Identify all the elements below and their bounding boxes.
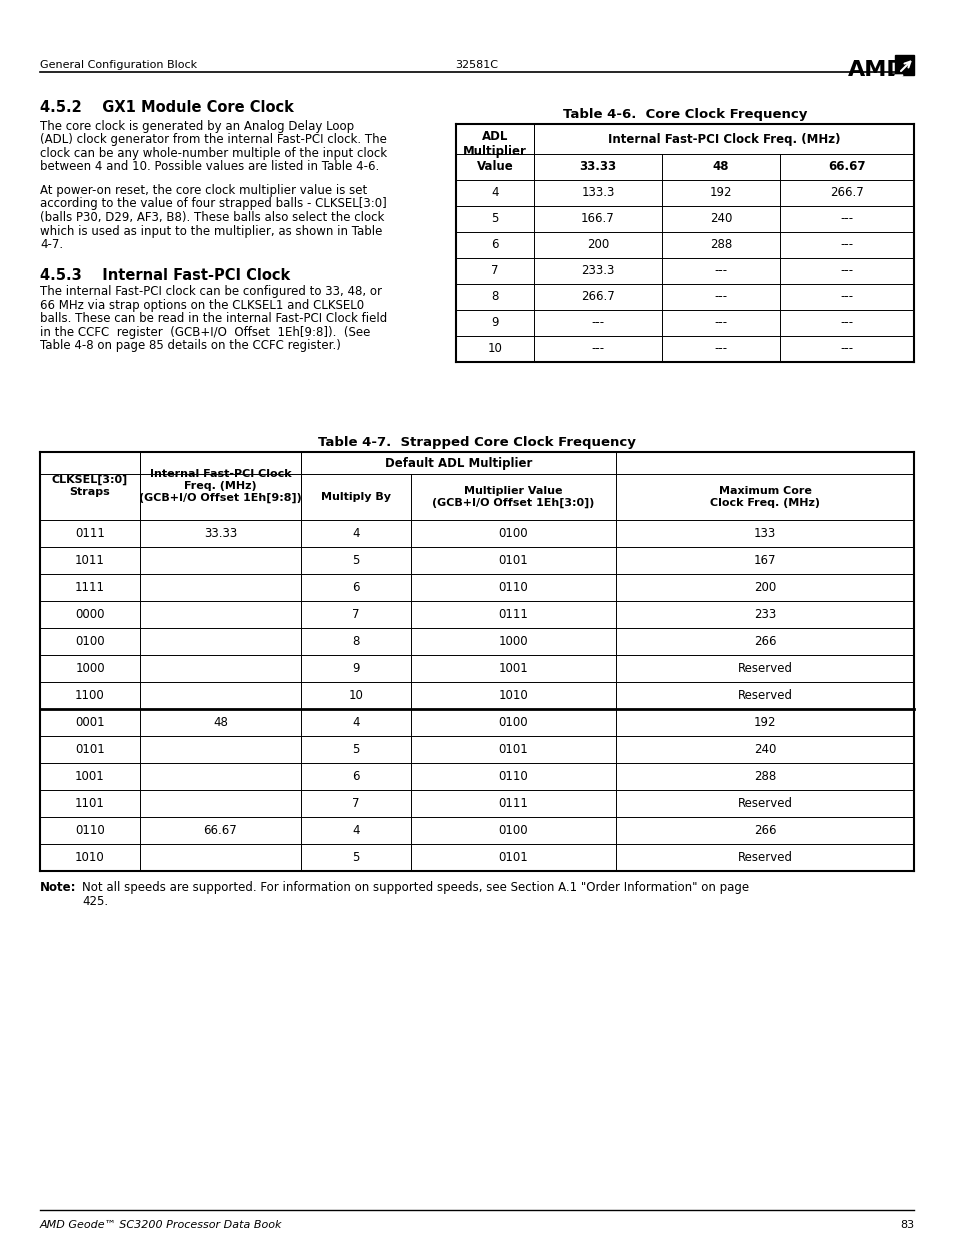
Text: in the CCFC  register  (GCB+I/O  Offset  1Eh[9:8]).  (See: in the CCFC register (GCB+I/O Offset 1Eh… bbox=[40, 326, 370, 338]
Text: ---: --- bbox=[714, 342, 727, 356]
Text: 0100: 0100 bbox=[498, 527, 528, 540]
Text: Reserved: Reserved bbox=[737, 689, 792, 701]
Text: ---: --- bbox=[714, 316, 727, 330]
Text: 1010: 1010 bbox=[498, 689, 528, 701]
Text: 6: 6 bbox=[491, 238, 498, 252]
Text: 288: 288 bbox=[753, 769, 776, 783]
Text: 1101: 1101 bbox=[75, 797, 105, 810]
Text: Reserved: Reserved bbox=[737, 851, 792, 864]
Text: 425.: 425. bbox=[82, 895, 108, 908]
Text: 240: 240 bbox=[753, 743, 776, 756]
Text: between 4 and 10. Possible values are listed in Table 4-6.: between 4 and 10. Possible values are li… bbox=[40, 161, 379, 173]
Text: 8: 8 bbox=[491, 290, 498, 304]
Text: (ADL) clock generator from the internal Fast-PCI clock. The: (ADL) clock generator from the internal … bbox=[40, 133, 387, 147]
Text: 7: 7 bbox=[352, 608, 359, 621]
Text: 4.5.3    Internal Fast-PCI Clock: 4.5.3 Internal Fast-PCI Clock bbox=[40, 268, 290, 283]
Text: 0100: 0100 bbox=[498, 824, 528, 837]
Text: 8: 8 bbox=[352, 635, 359, 648]
Text: 0110: 0110 bbox=[75, 824, 105, 837]
Text: 33.33: 33.33 bbox=[204, 527, 237, 540]
Text: ---: --- bbox=[591, 316, 604, 330]
Text: 0111: 0111 bbox=[75, 527, 105, 540]
Text: General Configuration Block: General Configuration Block bbox=[40, 61, 197, 70]
Text: 192: 192 bbox=[753, 716, 776, 729]
Text: balls. These can be read in the internal Fast-PCI Clock field: balls. These can be read in the internal… bbox=[40, 312, 387, 326]
Polygon shape bbox=[894, 75, 902, 83]
Text: 0101: 0101 bbox=[498, 555, 528, 567]
Text: Not all speeds are supported. For information on supported speeds, see Section A: Not all speeds are supported. For inform… bbox=[82, 881, 748, 894]
Text: Table 4-7.  Strapped Core Clock Frequency: Table 4-7. Strapped Core Clock Frequency bbox=[317, 436, 636, 450]
Text: Table 4-8 on page 85 details on the CCFC register.): Table 4-8 on page 85 details on the CCFC… bbox=[40, 340, 340, 352]
Text: ---: --- bbox=[840, 342, 853, 356]
Text: ---: --- bbox=[840, 264, 853, 278]
Text: 1111: 1111 bbox=[75, 580, 105, 594]
Text: 48: 48 bbox=[213, 716, 228, 729]
Text: 233: 233 bbox=[753, 608, 776, 621]
Text: At power-on reset, the core clock multiplier value is set: At power-on reset, the core clock multip… bbox=[40, 184, 367, 198]
Text: 4: 4 bbox=[352, 527, 359, 540]
Text: 1010: 1010 bbox=[75, 851, 105, 864]
Text: 1001: 1001 bbox=[75, 769, 105, 783]
Text: 1000: 1000 bbox=[498, 635, 528, 648]
Text: 33.33: 33.33 bbox=[578, 161, 616, 173]
Text: ---: --- bbox=[714, 264, 727, 278]
Text: 83: 83 bbox=[899, 1220, 913, 1230]
Text: 200: 200 bbox=[753, 580, 776, 594]
Text: 233.3: 233.3 bbox=[580, 264, 614, 278]
Text: 4.5.2    GX1 Module Core Clock: 4.5.2 GX1 Module Core Clock bbox=[40, 100, 294, 115]
Text: 192: 192 bbox=[709, 186, 732, 200]
Text: 0111: 0111 bbox=[498, 608, 528, 621]
Text: 133.3: 133.3 bbox=[580, 186, 614, 200]
Text: 167: 167 bbox=[753, 555, 776, 567]
Text: The core clock is generated by an Analog Delay Loop: The core clock is generated by an Analog… bbox=[40, 120, 354, 133]
Text: 0100: 0100 bbox=[498, 716, 528, 729]
Text: 0000: 0000 bbox=[75, 608, 105, 621]
Text: ---: --- bbox=[840, 290, 853, 304]
Text: 0111: 0111 bbox=[498, 797, 528, 810]
Text: 66.67: 66.67 bbox=[827, 161, 864, 173]
Text: The internal Fast-PCI clock can be configured to 33, 48, or: The internal Fast-PCI clock can be confi… bbox=[40, 285, 381, 299]
Text: 0101: 0101 bbox=[75, 743, 105, 756]
Text: 4: 4 bbox=[352, 824, 359, 837]
Text: 0001: 0001 bbox=[75, 716, 105, 729]
Text: 266: 266 bbox=[753, 824, 776, 837]
Text: ---: --- bbox=[840, 316, 853, 330]
Text: Reserved: Reserved bbox=[737, 797, 792, 810]
Text: 4-7.: 4-7. bbox=[40, 238, 63, 251]
Text: 266: 266 bbox=[753, 635, 776, 648]
Text: 240: 240 bbox=[709, 212, 731, 226]
Text: 266.7: 266.7 bbox=[580, 290, 615, 304]
Text: 66 MHz via strap options on the CLKSEL1 and CLKSEL0: 66 MHz via strap options on the CLKSEL1 … bbox=[40, 299, 364, 312]
Text: (balls P30, D29, AF3, B8). These balls also select the clock: (balls P30, D29, AF3, B8). These balls a… bbox=[40, 211, 384, 224]
Text: Note:: Note: bbox=[40, 881, 76, 894]
Text: 5: 5 bbox=[352, 743, 359, 756]
Bar bbox=[894, 56, 913, 75]
Text: clock can be any whole-number multiple of the input clock: clock can be any whole-number multiple o… bbox=[40, 147, 387, 161]
Text: ---: --- bbox=[591, 342, 604, 356]
Text: 5: 5 bbox=[352, 851, 359, 864]
Text: 10: 10 bbox=[487, 342, 502, 356]
Text: ---: --- bbox=[714, 290, 727, 304]
Text: Multiplier Value
(GCB+I/O Offset 1Eh[3:0]): Multiplier Value (GCB+I/O Offset 1Eh[3:0… bbox=[432, 487, 594, 508]
Text: 7: 7 bbox=[352, 797, 359, 810]
Text: ---: --- bbox=[840, 238, 853, 252]
Text: AMD: AMD bbox=[847, 61, 904, 80]
Text: 0110: 0110 bbox=[498, 769, 528, 783]
Text: 9: 9 bbox=[352, 662, 359, 676]
Text: 266.7: 266.7 bbox=[829, 186, 863, 200]
Text: Maximum Core
Clock Freq. (MHz): Maximum Core Clock Freq. (MHz) bbox=[709, 487, 820, 508]
Text: CLKSEL[3:0]
Straps: CLKSEL[3:0] Straps bbox=[51, 475, 128, 496]
Text: 288: 288 bbox=[709, 238, 731, 252]
Text: ADL
Multiplier
Value: ADL Multiplier Value bbox=[462, 131, 526, 173]
Text: 0100: 0100 bbox=[75, 635, 105, 648]
Text: 1011: 1011 bbox=[75, 555, 105, 567]
Text: ---: --- bbox=[840, 212, 853, 226]
Text: Table 4-6.  Core Clock Frequency: Table 4-6. Core Clock Frequency bbox=[562, 107, 806, 121]
Text: AMD Geode™ SC3200 Processor Data Book: AMD Geode™ SC3200 Processor Data Book bbox=[40, 1220, 282, 1230]
Text: 66.67: 66.67 bbox=[203, 824, 237, 837]
Text: 4: 4 bbox=[352, 716, 359, 729]
Text: 200: 200 bbox=[586, 238, 608, 252]
Text: 48: 48 bbox=[712, 161, 728, 173]
Text: 5: 5 bbox=[491, 212, 498, 226]
Text: 1001: 1001 bbox=[498, 662, 528, 676]
